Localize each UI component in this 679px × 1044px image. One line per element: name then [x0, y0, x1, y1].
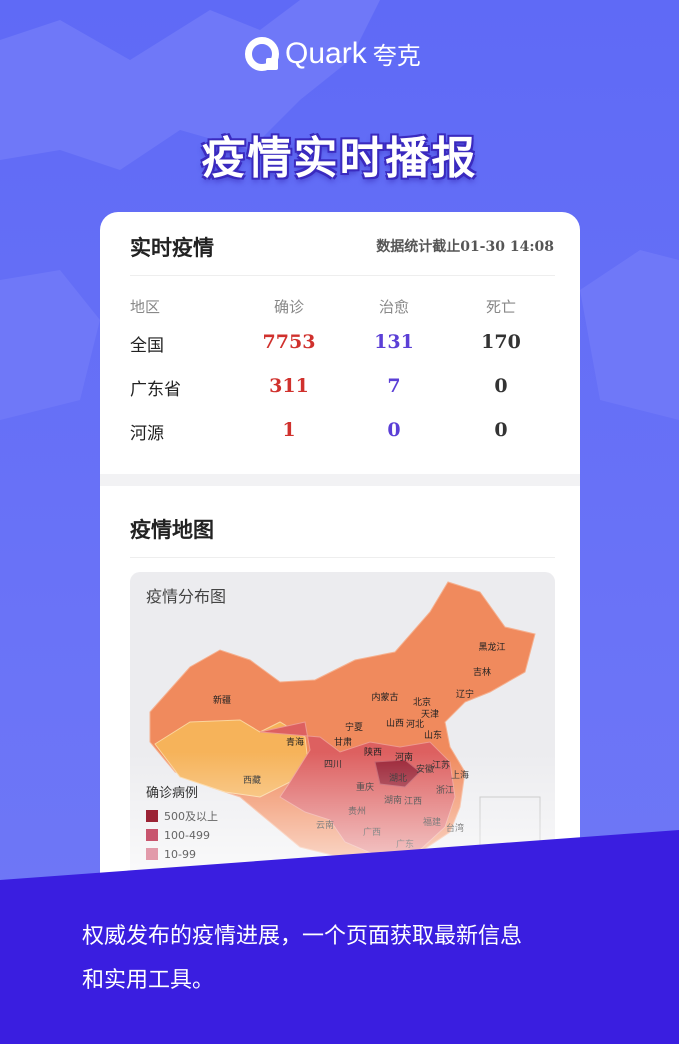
background-shape — [580, 250, 679, 420]
brand-name: Quark — [285, 36, 367, 70]
card-title: 实时疫情 — [130, 236, 214, 260]
brand-name-cn: 夸克 — [372, 43, 421, 70]
stat-value: 1 — [282, 419, 296, 441]
map-title: 疫情分布图 — [146, 587, 226, 606]
section-gap — [100, 474, 580, 486]
region-label: 新疆 — [213, 694, 231, 706]
section-title: 疫情地图 — [130, 518, 214, 542]
region-label: 辽宁 — [456, 688, 474, 700]
region-label: 黑龙江 — [478, 641, 505, 653]
legend-label: 500及以上 — [164, 810, 218, 823]
stat-value: 7 — [387, 375, 401, 397]
caption-line: 权威发布的疫情进展，一个页面获取最新信息 — [82, 924, 523, 949]
region-label: 河北 — [406, 718, 424, 730]
stat-value: 170 — [481, 331, 521, 353]
caption-line: 和实用工具。 — [82, 968, 215, 993]
region-label: 甘肃 — [334, 736, 352, 748]
region-name: 全国 — [130, 336, 164, 356]
legend-swatch — [146, 829, 158, 841]
legend-swatch — [146, 810, 158, 822]
stat-value: 0 — [494, 375, 508, 397]
legend-label: 10-99 — [164, 848, 196, 861]
card: 实时疫情 数据统计截止01-30 14:08 地区 确诊 治愈 死亡 全国 7753 131… — [100, 212, 580, 912]
stat-value: 0 — [494, 419, 508, 441]
column-header: 确诊 — [273, 298, 304, 316]
logo — [245, 36, 279, 71]
background-shape — [0, 270, 100, 420]
divider — [130, 275, 555, 276]
region-label: 天津 — [421, 709, 439, 720]
stat-value: 0 — [387, 419, 401, 441]
region-name: 河源 — [130, 424, 164, 444]
stat-value: 131 — [374, 331, 414, 353]
brand: Quark 夸克 — [245, 36, 421, 71]
stat-value: 7753 — [262, 331, 316, 353]
column-header: 治愈 — [378, 298, 409, 316]
epidemic-map: 疫情分布图 新疆西藏青海甘肃内蒙古宁夏陕西山西北京天津河北辽宁吉林黑龙江山东河南… — [130, 572, 555, 912]
updated-time: 数据统计截止01-30 14:08 — [376, 239, 554, 255]
region-label: 宁夏 — [345, 721, 363, 733]
region-label: 吉林 — [473, 666, 491, 678]
divider — [130, 557, 555, 558]
headline: 疫情实时播报 — [201, 133, 478, 184]
region-name: 广东省 — [130, 380, 181, 400]
region-label: 青海 — [286, 736, 304, 748]
legend-title: 确诊病例 — [146, 786, 198, 801]
region-label: 山西 — [386, 718, 404, 729]
region-label: 山东 — [424, 729, 442, 741]
legend-swatch — [146, 848, 158, 860]
stat-value: 311 — [269, 375, 309, 397]
region-label: 内蒙古 — [371, 691, 398, 703]
column-header: 死亡 — [485, 298, 516, 316]
column-header: 地区 — [130, 298, 161, 316]
legend-label: 100-499 — [164, 829, 210, 842]
background-shape — [0, 0, 380, 170]
caption: 权威发布的疫情进展，一个页面获取最新信息 和实用工具。 — [82, 915, 522, 1003]
region-label: 北京 — [413, 696, 431, 708]
